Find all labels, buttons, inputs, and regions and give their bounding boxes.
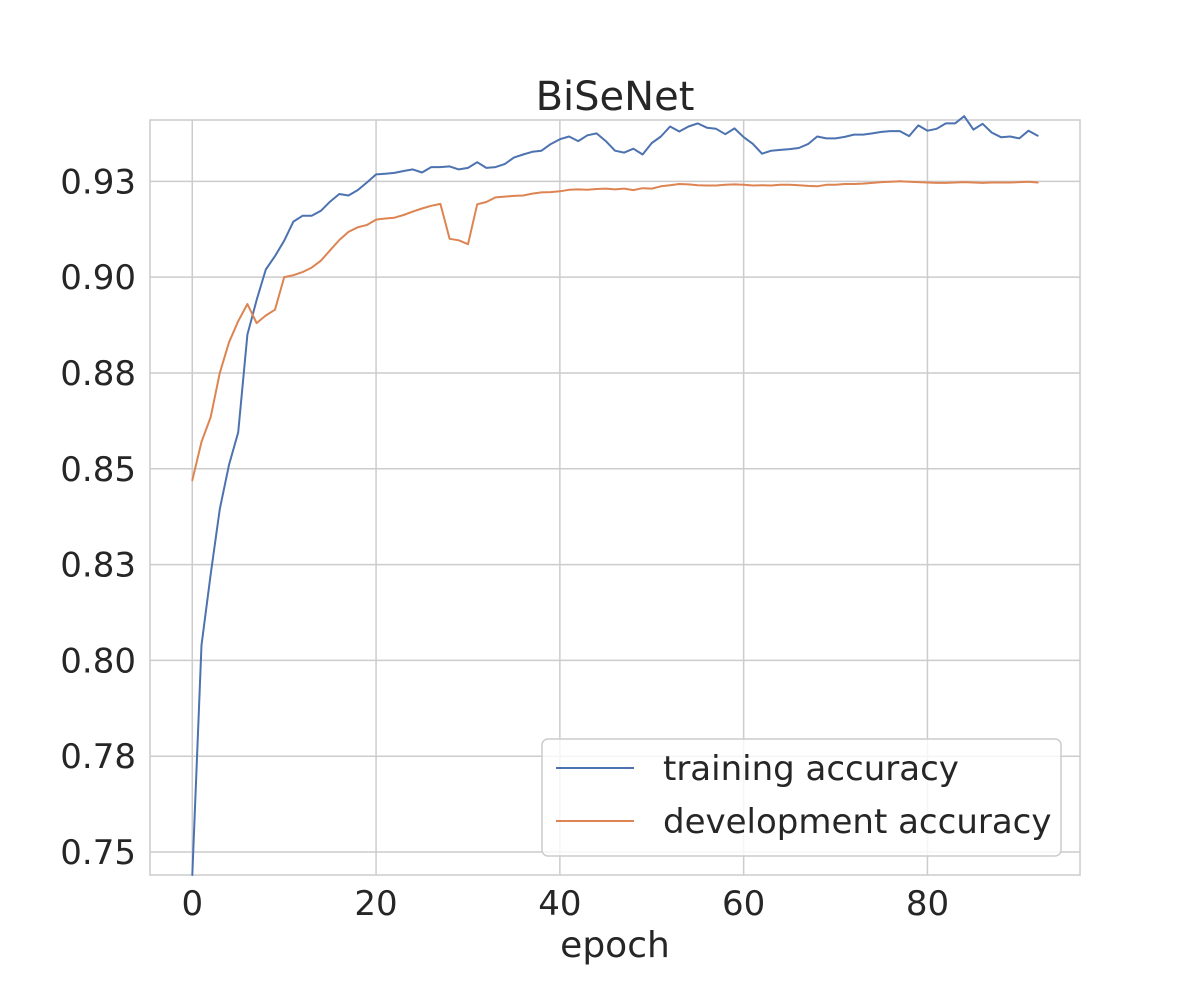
y-tick-label: 0.93 bbox=[60, 162, 136, 202]
y-tick-label: 0.75 bbox=[60, 833, 136, 873]
x-tick-label: 0 bbox=[181, 884, 203, 924]
legend-label-development-accuracy: development accuracy bbox=[663, 802, 1052, 842]
y-tick-label: 0.85 bbox=[60, 450, 136, 490]
legend: training accuracy development accuracy bbox=[541, 738, 1062, 857]
chart-title: BiSeNet bbox=[536, 74, 695, 120]
x-tick-label: 60 bbox=[722, 884, 765, 924]
x-axis-label: epoch bbox=[560, 925, 670, 966]
y-tick-label: 0.90 bbox=[60, 258, 136, 298]
y-tick-label: 0.78 bbox=[60, 737, 136, 777]
x-tick-label: 40 bbox=[538, 884, 581, 924]
series-line-training-accuracy bbox=[191, 115, 1039, 876]
y-tick-label: 0.83 bbox=[60, 546, 136, 586]
y-tick-label: 0.88 bbox=[60, 354, 136, 394]
legend-label-training-accuracy: training accuracy bbox=[663, 749, 959, 789]
series-lines bbox=[191, 115, 1039, 876]
plot-area-border bbox=[149, 119, 1081, 876]
x-tick-label: 20 bbox=[354, 884, 397, 924]
tick-labels: 0 20 40 60 80 0.75 0.78 0.80 0.83 0.85 0.88 0.90 0.9… bbox=[60, 162, 949, 924]
x-tick-label: 80 bbox=[906, 884, 949, 924]
y-tick-label: 0.80 bbox=[60, 641, 136, 681]
legend-box bbox=[541, 738, 1062, 857]
series-line-development-accuracy bbox=[191, 180, 1039, 482]
